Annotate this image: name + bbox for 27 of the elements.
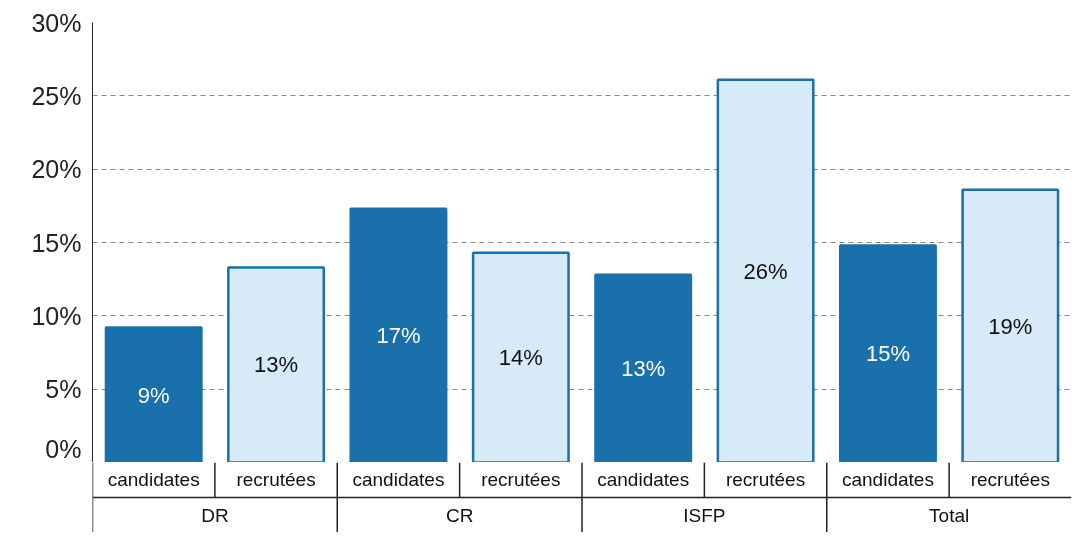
data-label: 15%: [865, 341, 910, 367]
data-label: 13%: [621, 356, 666, 382]
y-tick-label: 25%: [31, 81, 82, 110]
x-tick-label: ISFP: [683, 505, 726, 527]
data-label: 9%: [137, 382, 170, 408]
text: candidates: [841, 468, 934, 490]
text: recrutées: [970, 468, 1050, 490]
x-tick-label: Total: [929, 505, 970, 527]
y-tick-label: 30%: [31, 8, 82, 37]
data-label: 17%: [376, 323, 421, 349]
text: recrutées: [725, 468, 806, 490]
y-tick-label: 15%: [31, 228, 82, 257]
series-label: recrutées: [236, 468, 316, 490]
data-label: 14%: [498, 345, 543, 371]
y-tick-label: 5%: [45, 375, 82, 404]
data-label: 26%: [743, 258, 788, 284]
data-label: 19%: [988, 313, 1033, 339]
text: candidates: [352, 468, 445, 490]
y-tick-label: 0%: [45, 434, 82, 463]
y-tick-label: 10%: [31, 301, 82, 330]
y-tick-label: 20%: [31, 155, 82, 184]
text: candidates: [597, 468, 690, 490]
series-label: candidates: [107, 468, 200, 490]
x-tick-label: CR: [445, 505, 474, 527]
x-tick-label: DR: [201, 505, 229, 527]
text: recrutées: [481, 468, 561, 490]
data-label: 13%: [254, 352, 299, 378]
